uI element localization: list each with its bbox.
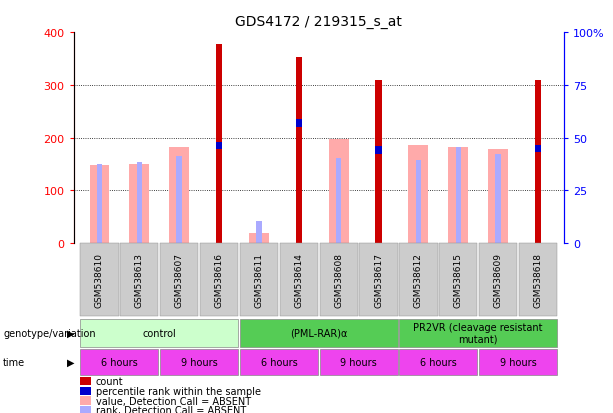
Bar [448,148,468,244]
Bar [295,58,302,244]
Text: GSM538617: GSM538617 [374,252,383,307]
Text: GSM538611: GSM538611 [254,252,264,307]
Text: GSM538615: GSM538615 [454,252,463,307]
Bar [535,81,541,244]
Bar [488,150,508,244]
Text: GSM538618: GSM538618 [533,252,543,307]
Text: ▶: ▶ [67,357,74,367]
Text: GSM538608: GSM538608 [334,252,343,307]
Bar [216,146,222,244]
Text: 6 hours: 6 hours [420,357,457,367]
Text: rank, Detection Call = ABSENT: rank, Detection Call = ABSENT [96,406,246,413]
Bar [97,165,102,244]
Text: 9 hours: 9 hours [340,357,377,367]
Bar [375,81,382,244]
Text: GSM538614: GSM538614 [294,252,303,307]
Text: GSM538613: GSM538613 [135,252,144,307]
Text: GSM538610: GSM538610 [95,252,104,307]
Text: GSM538607: GSM538607 [175,252,184,307]
Bar [129,165,150,244]
Bar [256,221,262,244]
Bar [169,148,189,244]
Bar [375,147,382,154]
Text: 6 hours: 6 hours [261,357,297,367]
Bar [376,150,381,244]
Text: GSM538609: GSM538609 [493,252,503,307]
Bar [495,154,501,244]
Bar [535,148,541,244]
Bar [177,157,182,244]
Bar [216,45,223,244]
Bar [535,146,541,153]
Text: GSM538616: GSM538616 [215,252,224,307]
Text: (PML-RAR)α: (PML-RAR)α [290,328,348,338]
Bar [295,120,302,127]
Bar [89,166,110,244]
Text: 9 hours: 9 hours [181,357,218,367]
Bar [329,140,349,244]
Text: time: time [3,357,25,367]
Text: GSM538612: GSM538612 [414,252,423,307]
Title: GDS4172 / 219315_s_at: GDS4172 / 219315_s_at [235,15,402,29]
Text: PR2VR (cleavage resistant
mutant): PR2VR (cleavage resistant mutant) [414,322,543,344]
Bar [249,233,269,244]
Bar [408,145,428,244]
Text: percentile rank within the sample: percentile rank within the sample [96,386,261,396]
Bar [336,158,341,244]
Text: ▶: ▶ [67,328,74,338]
Text: count: count [96,376,123,386]
Bar [416,161,421,244]
Bar [216,142,223,150]
Text: genotype/variation: genotype/variation [3,328,96,338]
Text: 6 hours: 6 hours [101,357,138,367]
Bar [455,147,461,244]
Bar [137,163,142,244]
Text: value, Detection Call = ABSENT: value, Detection Call = ABSENT [96,396,251,406]
Text: 9 hours: 9 hours [500,357,536,367]
Text: control: control [142,328,176,338]
